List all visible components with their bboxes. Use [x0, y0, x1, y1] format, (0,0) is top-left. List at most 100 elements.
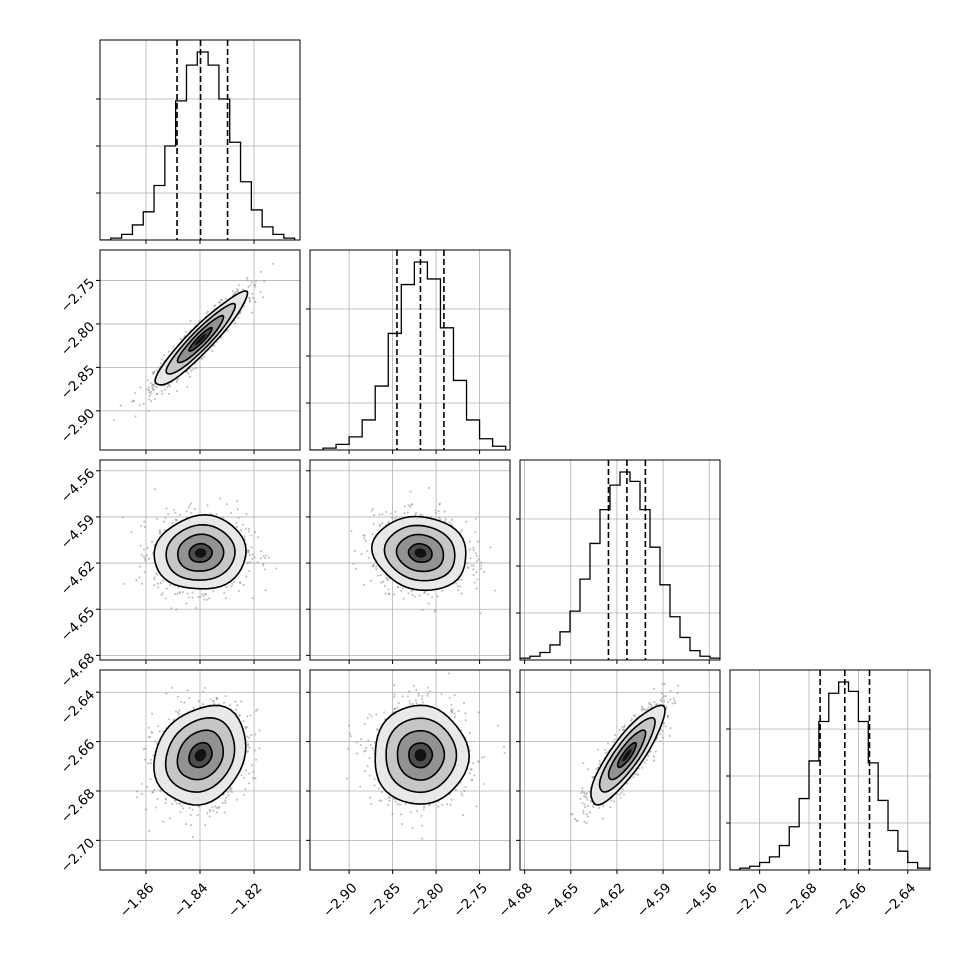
scatter-point: [469, 557, 472, 560]
scatter-point: [248, 297, 251, 300]
scatter-point: [400, 823, 403, 826]
scatter-point: [218, 301, 221, 304]
scatter-point: [176, 592, 179, 595]
contour-line: [395, 533, 445, 573]
scatter-point: [160, 362, 163, 365]
scatter-point: [157, 586, 160, 589]
scatter-point: [216, 698, 219, 701]
scatter-point: [387, 588, 390, 591]
scatter-point: [371, 533, 374, 536]
histogram-panel-0: [96, 39, 301, 244]
scatter-point: [242, 583, 245, 587]
scatter-point: [132, 400, 135, 403]
scatter-point: [160, 593, 163, 596]
scatter-point: [457, 710, 460, 713]
scatter-point: [480, 564, 483, 567]
scatter-point: [409, 490, 412, 493]
scatter-point: [147, 762, 150, 765]
scatter-point: [242, 793, 245, 796]
scatter-point: [259, 290, 262, 293]
scatter-point: [186, 385, 189, 388]
scatter-point: [225, 503, 228, 506]
scatter-point: [174, 710, 178, 713]
histogram-step: [100, 51, 296, 240]
scatter-point: [225, 796, 228, 799]
scatter-point: [139, 544, 142, 547]
scatter-point: [251, 311, 254, 314]
scatter-point: [236, 290, 239, 293]
scatter-point: [474, 517, 477, 520]
scatter-point: [348, 732, 351, 735]
scatter-point: [441, 803, 444, 806]
scatter-point: [264, 557, 267, 560]
scatter-point: [155, 572, 158, 575]
scatter-point: [261, 562, 264, 566]
scatter-point: [438, 516, 441, 519]
scatter-point: [192, 367, 195, 371]
scatter-point: [140, 782, 143, 786]
scatter-point: [189, 814, 192, 817]
scatter-point: [360, 738, 363, 741]
scatter-point: [467, 566, 470, 569]
scatter-point: [130, 531, 133, 534]
scatter-point: [475, 559, 479, 562]
scatter-point: [143, 758, 147, 761]
contour-line: [154, 290, 249, 386]
scatter-point: [209, 698, 212, 701]
scatter-point: [237, 284, 240, 287]
scatter-point: [460, 578, 463, 581]
scatter-point: [479, 567, 482, 570]
scatter-point: [158, 529, 161, 532]
contour-line: [370, 515, 467, 592]
scatter-point: [157, 725, 160, 728]
scatter-point: [211, 806, 214, 809]
scatter-point: [247, 528, 250, 531]
scatter-point: [372, 507, 375, 510]
scatter-point: [161, 358, 164, 361]
scatter-point: [168, 718, 171, 721]
scatter-point: [162, 820, 165, 823]
scatter-point: [148, 829, 151, 833]
scatter-point: [236, 508, 240, 511]
scatter-point: [177, 586, 180, 589]
scatter-point: [251, 764, 254, 767]
scatter-point: [153, 576, 156, 579]
scatter-point: [381, 522, 384, 525]
scatter-point: [415, 511, 418, 514]
scatter-point: [173, 593, 177, 596]
scatter-point: [247, 561, 250, 565]
scatter-point: [161, 592, 164, 595]
scatter-point: [366, 765, 369, 768]
scatter-point: [161, 392, 164, 395]
histogram-panel-2: [516, 459, 721, 664]
scatter-point: [146, 547, 149, 550]
scatter-point: [248, 736, 251, 739]
scatter-point: [242, 719, 245, 723]
scatter-point: [149, 777, 152, 780]
scatter-point: [204, 824, 207, 827]
scatter-point: [415, 702, 418, 705]
scatter-point: [247, 551, 250, 554]
scatter-point: [212, 590, 215, 593]
scatter-point: [189, 824, 193, 827]
scatter-point: [247, 530, 251, 533]
scatter-point: [170, 686, 173, 689]
scatter-point: [410, 503, 413, 506]
scatter-point: [123, 582, 126, 585]
scatter-point: [143, 548, 146, 551]
scatter-point: [206, 812, 209, 815]
scatter-point: [455, 582, 458, 585]
scatter-point: [188, 375, 192, 378]
scatter-point: [379, 523, 382, 526]
scatter-point: [368, 757, 371, 760]
scatter-point: [183, 334, 186, 338]
scatter-point: [389, 512, 392, 515]
scatter-point: [164, 388, 167, 391]
scatter-point: [140, 553, 143, 556]
scatter-point: [427, 602, 430, 605]
scatter-point: [235, 500, 239, 503]
histogram-panel-3: [726, 669, 931, 874]
scatter-point: [215, 811, 218, 814]
scatter-point: [477, 540, 480, 543]
scatter-point: [146, 786, 149, 789]
